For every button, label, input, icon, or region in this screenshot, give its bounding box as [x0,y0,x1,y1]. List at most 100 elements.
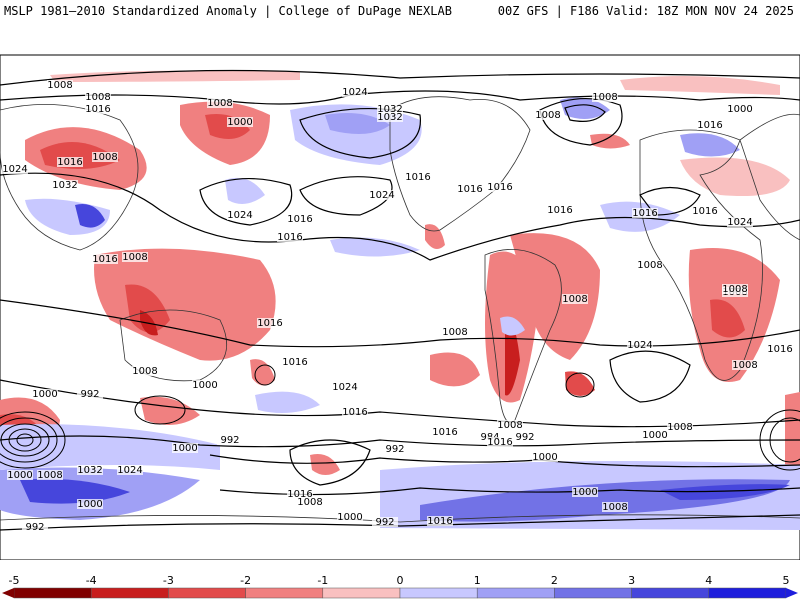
colorbar-max-arrow [786,588,798,598]
contour-label: 1024 [332,382,357,393]
contour-label: 1024 [727,217,752,228]
contour-labels: 1008100810161024103210001008101610241032… [2,80,793,533]
contour-label: 1016 [692,206,717,217]
contour-label: 1000 [7,470,32,481]
map-title: MSLP 1981–2010 Standardized Anomaly | Co… [4,4,452,18]
contour-label: 992 [385,444,404,455]
contour-label: 1008 [85,92,110,103]
colorbar: -5 -4 -3 -2 -1 0 1 2 3 4 5 [2,574,798,599]
contour-label: 1016 [632,208,657,219]
isobar-line [209,454,800,468]
contour-label: 1008 [122,252,147,263]
isobar-line [219,487,800,496]
isobar-line [609,350,691,403]
contour-label: 1008 [535,110,560,121]
pos-anomaly-region [500,316,525,336]
contour-label: 992 [25,522,44,533]
isobar-line [0,172,800,261]
colorbar-bin [13,587,92,599]
contour-label: 1000 [32,389,57,400]
contour-label: 1016 [405,172,430,183]
contour-label: 1000 [337,512,362,523]
contour-label: 1032 [77,465,102,476]
colorbar-tick-label: -2 [240,574,251,587]
contour-label: 1016 [697,120,722,131]
coastlines [0,96,800,523]
colorbar-bin [631,587,710,599]
pos-anomaly-region [225,177,265,204]
neg-anomaly-region [710,299,745,338]
colorbar-tick-label: -3 [163,574,174,587]
pos-anomaly-region [75,204,105,228]
colorbar-tick-label: 1 [474,574,481,587]
contour-label: 1008 [732,360,757,371]
contour-label: 1024 [627,340,652,351]
isobar-line [0,435,800,448]
contour-label: 1008 [207,98,232,109]
contour-label: 1008 [637,260,662,271]
contour-label: 1000 [572,487,597,498]
pos-anomaly-region [660,484,790,500]
contour-label: 1016 [547,205,572,216]
contour-label: 1032 [377,112,402,123]
contour-label: 1016 [342,407,367,418]
isobar-line [299,107,421,159]
south-america-outline [484,249,562,423]
colorbar-tick-label: 0 [397,574,404,587]
contour-label: 1016 [257,318,282,329]
colorbar-tick-label: 2 [551,574,558,587]
isobar-line [0,299,800,348]
contour-label: 1000 [727,104,752,115]
colorbar-bin [322,587,401,599]
neg-anomaly-region [140,396,200,425]
contour-label: 1016 [282,357,307,368]
contour-label: 1016 [427,516,452,527]
low-pressure-center [0,364,800,471]
contour-label: 1016 [767,344,792,355]
colorbar-min-arrow [2,588,14,598]
contour-label: 1008 [602,502,627,513]
contour-label: 992 [375,517,394,528]
colorbar-bin [90,587,169,599]
contour-label: 1008 [132,366,157,377]
contour-label: 1016 [487,437,512,448]
contour-label: 1008 [667,422,692,433]
contour-label: 1008 [47,80,72,91]
colorbar-bin [245,587,324,599]
contour-label: 1016 [277,232,302,243]
contour-label: 1024 [117,465,142,476]
isobar-line [539,98,623,146]
contour-label: 1032 [377,104,402,115]
isobar-line [0,379,800,428]
neg-anomaly-region [310,454,340,475]
contour-label: 1008 [497,420,522,431]
contour-label: 992 [220,435,239,446]
contour-label: 1016 [487,182,512,193]
contour-label: 1000 [172,443,197,454]
neg-anomaly-region [50,70,300,82]
contour-label: 1008 [442,327,467,338]
contour-label: 1024 [227,210,252,221]
contour-label: 1000 [532,452,557,463]
neg-anomaly-region [510,233,600,360]
contour-label: 1016 [57,157,82,168]
contour-label: 1016 [85,104,110,115]
mslp-anomaly-map: 1008100810161024103210001008101610241032… [0,54,800,560]
contour-label: 1016 [432,427,457,438]
contour-label: 1024 [369,190,394,201]
contour-label: 1016 [287,489,312,500]
pos-anomaly-region [255,391,320,414]
contour-label: 1024 [2,164,27,175]
contour-label: 1008 [722,284,747,295]
isobar-line [0,90,800,105]
neg-anomaly-region [590,133,630,149]
pos-anomaly-region [680,133,740,157]
contour-label: 1016 [287,214,312,225]
neg-anomaly-region [94,248,276,361]
contour-label: 1008 [92,152,117,163]
colorbar-tick-label: -5 [9,574,20,587]
pos-anomaly-region [325,112,390,134]
isobar-line [199,178,293,226]
pos-anomaly-region [20,478,130,504]
contour-label: 1008 [562,294,587,305]
